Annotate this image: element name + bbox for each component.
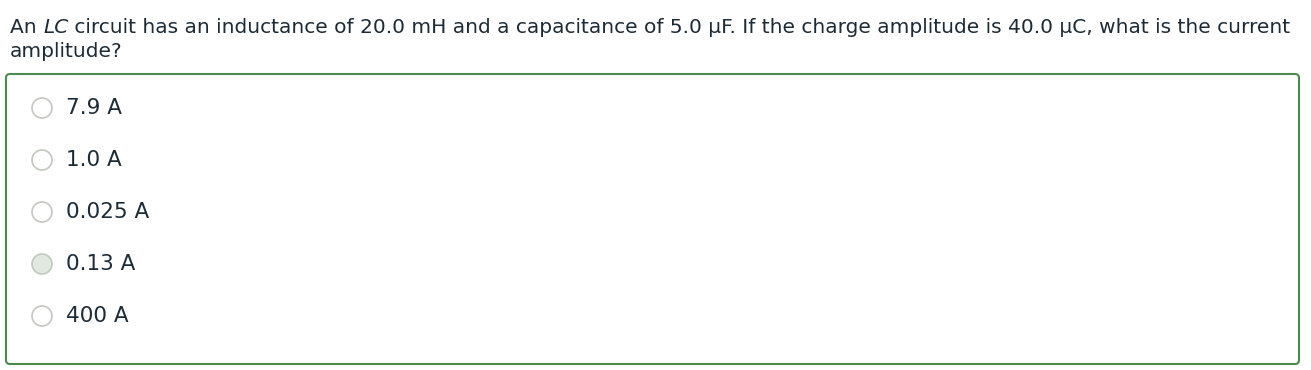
Text: 7.9 A: 7.9 A (66, 98, 122, 118)
Circle shape (31, 202, 52, 222)
Text: 1.0 A: 1.0 A (66, 150, 122, 170)
Text: LC: LC (43, 18, 68, 37)
Text: circuit has an inductance of 20.0 mH and a capacitance of 5.0 μF. If the charge : circuit has an inductance of 20.0 mH and… (68, 18, 1290, 37)
Circle shape (31, 306, 52, 326)
Circle shape (31, 98, 52, 118)
Text: 0.13 A: 0.13 A (66, 254, 135, 274)
Text: 0.025 A: 0.025 A (66, 202, 149, 222)
Circle shape (31, 254, 52, 274)
FancyBboxPatch shape (7, 74, 1299, 364)
Text: 400 A: 400 A (66, 306, 128, 326)
Text: amplitude?: amplitude? (10, 42, 123, 61)
Text: An: An (10, 18, 43, 37)
Circle shape (31, 150, 52, 170)
